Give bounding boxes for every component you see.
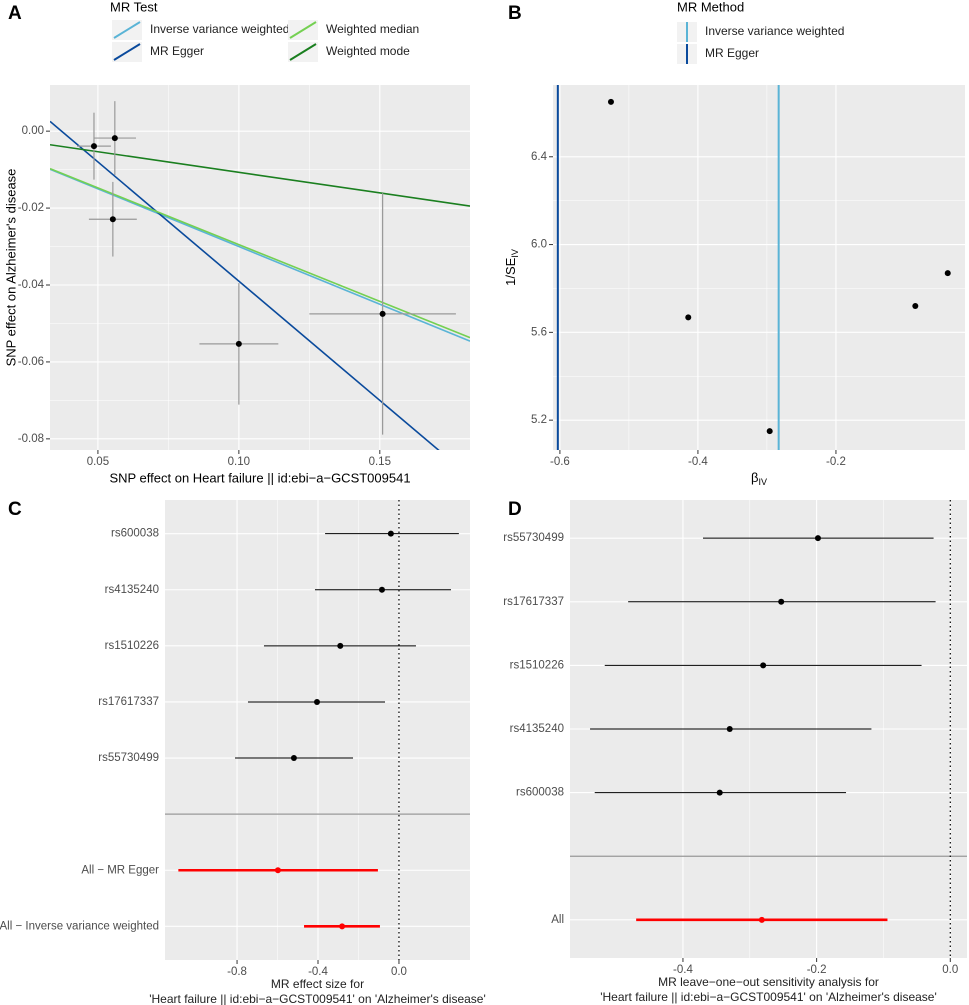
plot-background xyxy=(50,85,470,450)
x-axis-title: MR effect size for xyxy=(271,977,364,991)
point xyxy=(685,314,692,321)
y-tick-label: rs55730499 xyxy=(503,532,564,544)
x-axis-title-sub: IV xyxy=(758,477,767,487)
y-axis-title: 1/SEIV xyxy=(503,249,520,286)
point-estimate xyxy=(716,789,723,796)
y-tick-label: All − MR Egger xyxy=(81,864,159,876)
y-tick-label: -0.04 xyxy=(18,279,45,291)
y-tick-label: 6.4 xyxy=(531,151,548,163)
point xyxy=(607,98,614,105)
regression-line xyxy=(50,167,470,339)
y-tick-label: rs4135240 xyxy=(510,723,564,735)
point-estimate xyxy=(758,916,765,923)
x-tick-label: -0.4 xyxy=(688,456,708,468)
y-tick-label: 0.00 xyxy=(22,125,44,137)
y-axis-title-main: 1/SE xyxy=(503,257,518,286)
legend-swatch xyxy=(289,43,317,61)
x-tick-label: -0.2 xyxy=(807,964,827,976)
y-tick-label: rs1510226 xyxy=(510,659,564,671)
y-tick-label: rs600038 xyxy=(111,528,159,540)
point-estimate xyxy=(274,867,281,874)
legend-label: Weighted median xyxy=(326,22,419,36)
x-tick-label: 0.05 xyxy=(87,456,109,468)
y-tick-label: rs600038 xyxy=(516,787,564,799)
x-tick-label: -0.6 xyxy=(550,456,570,468)
point-estimate xyxy=(313,698,320,705)
point xyxy=(90,143,97,150)
point-estimate xyxy=(726,726,733,732)
point-estimate xyxy=(337,642,344,649)
x-tick-label: -0.2 xyxy=(826,456,846,468)
plot-background xyxy=(553,85,965,450)
regression-line xyxy=(50,168,470,342)
legend-swatch xyxy=(113,43,141,61)
point-estimate xyxy=(760,662,767,669)
point xyxy=(379,310,386,317)
x-tick-label: 0.0 xyxy=(942,964,958,976)
regression-line xyxy=(50,143,470,207)
legend-label: MR Egger xyxy=(705,46,759,60)
point-estimate xyxy=(778,598,785,605)
legend-label: Inverse variance weighted xyxy=(150,22,289,36)
point xyxy=(912,303,919,310)
point-estimate xyxy=(387,530,394,537)
y-tick-label: rs1510226 xyxy=(105,640,159,652)
y-axis-title: SNP effect on Alzheimer's disease xyxy=(3,169,18,367)
y-tick-label: 6.0 xyxy=(531,239,547,251)
regression-line xyxy=(50,120,440,450)
legend-label: Inverse variance weighted xyxy=(705,24,844,38)
y-tick-label: -0.06 xyxy=(18,356,44,368)
y-tick-label: rs55730499 xyxy=(98,752,159,764)
x-axis-title-main: β xyxy=(751,470,758,485)
y-tick-label: 5.6 xyxy=(531,326,547,338)
point-estimate xyxy=(290,755,297,762)
y-tick-label: rs17617337 xyxy=(98,696,159,708)
point xyxy=(111,135,118,142)
point-estimate xyxy=(814,535,821,542)
x-tick-label: 0.0 xyxy=(391,966,407,978)
panel-label: A xyxy=(8,3,22,24)
legend-swatch xyxy=(113,21,141,39)
panel-label: D xyxy=(508,499,522,520)
y-tick-label: rs4135240 xyxy=(105,584,159,596)
x-tick-label: 0.10 xyxy=(228,456,250,468)
legend-swatch xyxy=(289,21,317,39)
y-tick-label: -0.08 xyxy=(18,433,44,445)
legend-label: Weighted mode xyxy=(326,44,410,58)
x-axis-title: MR leave−one−out sensitivity analysis fo… xyxy=(658,975,879,989)
x-axis-title: SNP effect on Heart failure || id:ebi−a−… xyxy=(109,470,410,485)
x-tick-label: 0.15 xyxy=(369,456,391,468)
point xyxy=(109,216,116,223)
panel: -0.8 -0.4 0.0 rs600038 rs4135240 rs1510226 rs1… xyxy=(0,499,486,1005)
legend-label: MR Egger xyxy=(150,44,204,58)
x-axis-title: 'Heart failure || id:ebi−a−GCST009541' o… xyxy=(600,990,937,1004)
x-tick-label: -0.4 xyxy=(673,964,693,976)
y-tick-label: All xyxy=(551,914,564,926)
panel: 0.05 0.10 0.15 0.00 -0.02 -0.04 -0.06 -0.08 SNP … xyxy=(3,0,470,485)
legend-title: MR Test xyxy=(110,0,158,14)
legend-title: MR Method xyxy=(677,0,744,14)
point-estimate xyxy=(339,923,346,930)
panel-label: B xyxy=(508,3,522,24)
y-tick-label: 5.2 xyxy=(531,414,547,426)
lines xyxy=(50,120,470,450)
x-tick-label: -0.8 xyxy=(227,966,247,978)
y-tick-label: rs17617337 xyxy=(503,596,564,608)
y-axis-title-sub: IV xyxy=(510,249,520,258)
x-tick-label: -0.4 xyxy=(308,966,328,978)
point xyxy=(944,270,951,277)
point xyxy=(766,428,773,435)
y-tick-label: All − Inverse variance weighted xyxy=(0,920,159,932)
y-tick-label: -0.02 xyxy=(18,202,44,214)
panel: -0.4 -0.2 0.0 rs55730499 rs17617337 rs1510226… xyxy=(503,499,967,1004)
point-estimate xyxy=(378,586,385,593)
panel-label: C xyxy=(8,499,22,520)
point xyxy=(235,340,242,347)
x-axis-title: βIV xyxy=(751,470,767,487)
x-axis-title: 'Heart failure || id:ebi−a−GCST009541' o… xyxy=(149,992,486,1005)
